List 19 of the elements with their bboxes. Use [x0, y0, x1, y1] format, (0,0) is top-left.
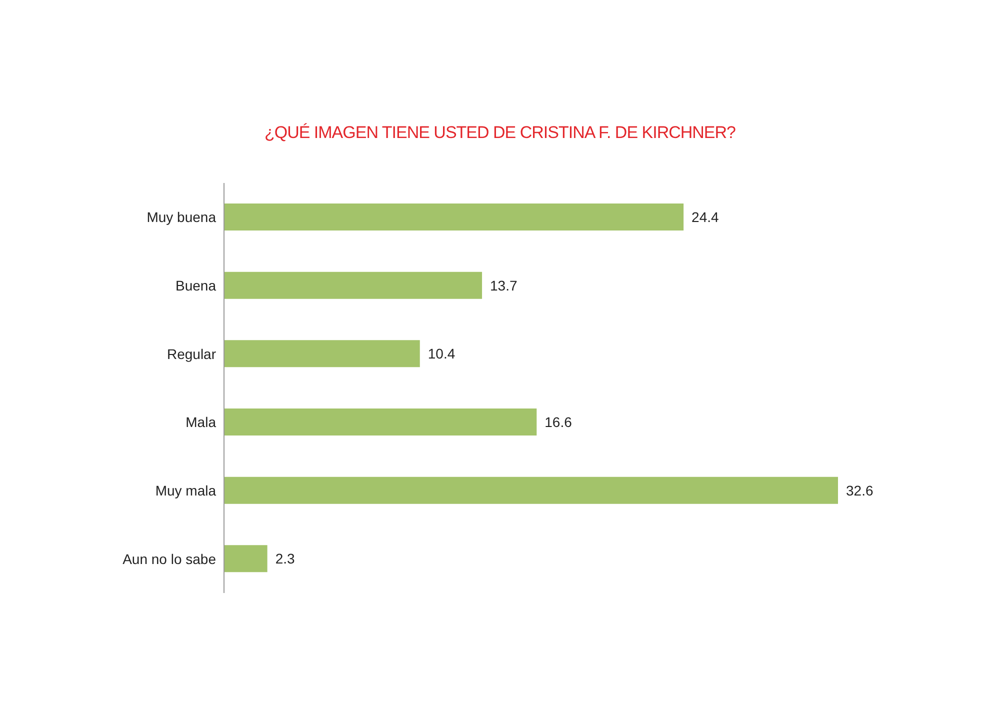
y-tick-label: Muy mala	[155, 482, 216, 498]
bar	[224, 204, 684, 230]
data-label: 2.3	[275, 550, 295, 567]
y-tick-label: Regular	[166, 346, 216, 362]
y-tick-label: Aun no lo sabe	[122, 550, 216, 567]
y-tick-label: Mala	[186, 414, 216, 430]
data-label: 16.6	[544, 414, 572, 430]
data-label: 24.4	[692, 208, 720, 225]
data-label: 32.6	[846, 482, 874, 498]
bar	[224, 340, 420, 368]
bar	[224, 408, 537, 436]
y-tick-label: Muy buena	[146, 209, 216, 226]
y-tick-label: Buena	[176, 277, 216, 294]
chart-title: ¿QUÉ IMAGEN TIENE USTED DE CRISTINA F. DE KIRCHNER?	[263, 123, 737, 144]
data-label: 10.4	[428, 346, 456, 362]
bar	[224, 476, 838, 504]
bar	[224, 272, 482, 299]
data-label: 13.7	[490, 277, 518, 294]
bar	[224, 545, 268, 572]
